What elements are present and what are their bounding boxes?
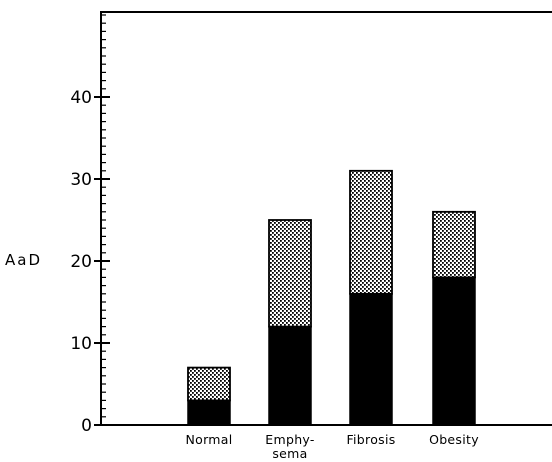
- y-tick-label: 20: [70, 252, 92, 272]
- x-category-label: Normal: [185, 432, 232, 447]
- plot-frame: [100, 11, 552, 426]
- bar-segment-lower: [432, 276, 476, 426]
- y-tick-label: 0: [81, 416, 92, 436]
- y-tick-label: 40: [70, 88, 92, 108]
- major-ticks: [94, 96, 110, 426]
- y-axis-label: AaD: [5, 251, 42, 269]
- bars: [187, 169, 476, 426]
- bar-segment-upper: [349, 169, 393, 295]
- minor-ticks: [101, 14, 106, 418]
- bar-segment-lower: [268, 325, 312, 426]
- bar-segment-upper: [432, 210, 476, 279]
- bar-segment-lower: [349, 293, 393, 426]
- bar-segment-upper: [268, 219, 312, 328]
- y-tick-labels: 0 10 20 30 40: [70, 88, 92, 436]
- bar-segment-lower: [187, 399, 231, 426]
- x-category-label: Fibrosis: [346, 432, 395, 447]
- y-tick-label: 10: [70, 334, 92, 354]
- x-category-label: Obesity: [429, 432, 479, 447]
- x-category-labels: Normal Emphy-sema Fibrosis Obesity: [185, 432, 479, 461]
- x-category-label: Emphy-sema: [265, 432, 314, 461]
- bar-segment-upper: [187, 366, 231, 402]
- y-tick-label: 30: [70, 170, 92, 190]
